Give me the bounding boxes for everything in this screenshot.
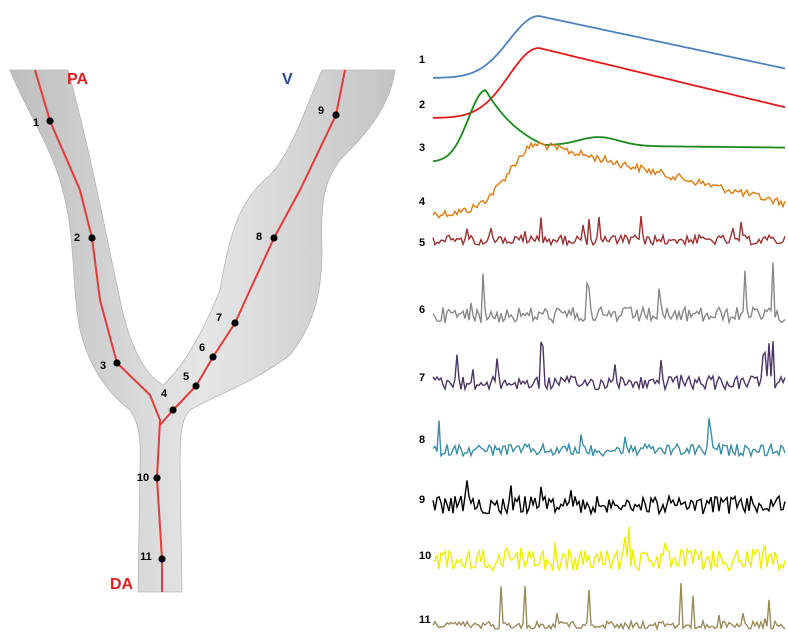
point [88, 234, 95, 241]
point [332, 111, 339, 118]
point-label: 11 [140, 551, 152, 563]
point [209, 353, 216, 360]
traces: 1 2 3 4 5 6 7 8 9 10 11 [419, 16, 785, 629]
vessel [10, 70, 395, 592]
point-label: 2 [74, 232, 80, 244]
trace-label: 7 [419, 372, 425, 384]
trace-label: 3 [419, 142, 425, 154]
point [270, 234, 277, 241]
point-label: 7 [216, 312, 222, 324]
trace [433, 418, 785, 456]
vessel-label: V [282, 71, 293, 88]
point-label: 1 [33, 117, 39, 129]
point-label: 5 [183, 371, 189, 383]
trace-label: 8 [419, 434, 425, 446]
point-label: 3 [100, 360, 106, 372]
point [192, 382, 199, 389]
vessel-label: DA [110, 576, 134, 593]
trace-label: 10 [419, 550, 431, 562]
point [158, 555, 165, 562]
trace [433, 48, 785, 118]
trace [433, 216, 785, 245]
trace [433, 142, 785, 218]
point-label: 9 [318, 105, 324, 117]
trace-label: 2 [419, 99, 425, 111]
point [113, 359, 120, 366]
trace [433, 583, 785, 629]
point-label: 6 [199, 342, 205, 354]
figure: PA V DA 1234567891011 1234567891011 [0, 0, 788, 633]
point [231, 319, 238, 326]
trace-label: 11 [419, 614, 431, 626]
trace [433, 16, 785, 78]
point [169, 406, 176, 413]
trace [433, 263, 785, 324]
trace-label: 9 [419, 494, 425, 506]
vessel-label: PA [67, 71, 88, 88]
trace-label: 4 [419, 196, 426, 208]
trace-label: 1 [419, 54, 425, 66]
point [46, 117, 53, 124]
trace [433, 341, 785, 389]
trace-label: 5 [419, 237, 425, 249]
trace-label: 6 [419, 304, 425, 316]
point-label: 8 [256, 231, 262, 243]
point-label: 4 [161, 388, 168, 400]
point-label: 10 [137, 472, 149, 484]
trace [433, 527, 785, 571]
trace [433, 481, 785, 514]
trace [433, 90, 785, 161]
point [153, 474, 160, 481]
